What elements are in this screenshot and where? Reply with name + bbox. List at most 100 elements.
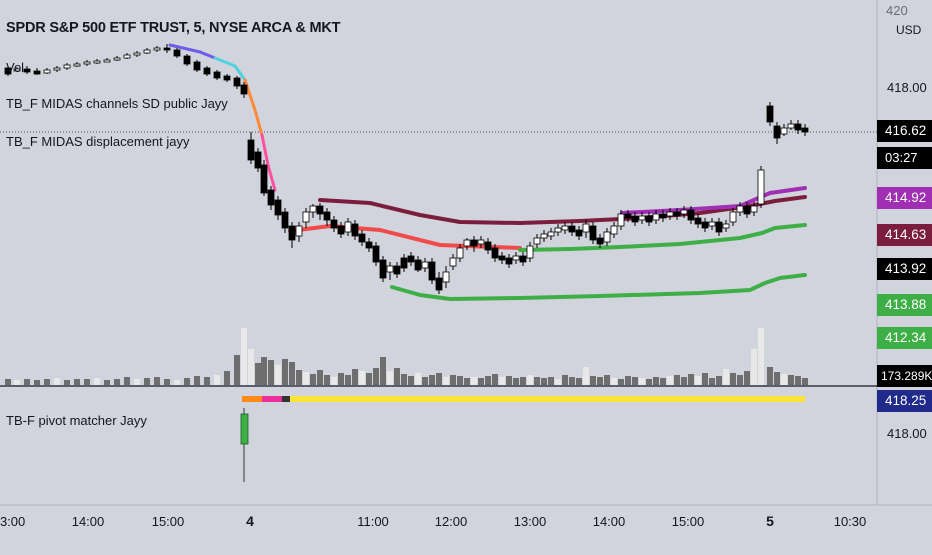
volume-bar bbox=[84, 379, 90, 385]
candle-body bbox=[624, 213, 632, 219]
volume-bar bbox=[767, 367, 773, 385]
volume-bar bbox=[275, 365, 281, 385]
candle-body bbox=[113, 57, 121, 61]
volume-bar bbox=[268, 360, 274, 385]
candle-body bbox=[407, 255, 415, 263]
volume-bar bbox=[653, 377, 659, 385]
candle-body bbox=[93, 60, 101, 64]
candle-body bbox=[123, 54, 131, 59]
volume-legend[interactable]: Vol bbox=[6, 60, 25, 75]
volume-bar bbox=[632, 377, 638, 385]
volume-bar bbox=[104, 380, 110, 385]
maroon-level-badge: 414.63 bbox=[877, 224, 932, 246]
volume-bar bbox=[781, 374, 787, 385]
time-tick: 13:00 bbox=[513, 514, 547, 529]
volume-bar bbox=[255, 363, 261, 385]
volume-bar bbox=[373, 368, 379, 385]
candle-body bbox=[428, 261, 436, 281]
candle-body bbox=[309, 205, 317, 213]
candle-body bbox=[794, 123, 802, 131]
volume-bar bbox=[667, 376, 673, 385]
volume-bar bbox=[194, 376, 200, 385]
candle-body bbox=[260, 164, 268, 194]
candle-body bbox=[274, 199, 282, 216]
volume-bar bbox=[331, 377, 337, 385]
volume-bar bbox=[492, 374, 498, 385]
candle-body bbox=[582, 223, 590, 233]
volume-bar bbox=[338, 373, 344, 385]
candle-body bbox=[288, 225, 296, 241]
candle-body bbox=[645, 215, 653, 223]
candle-body bbox=[316, 205, 324, 215]
volume-bar bbox=[674, 375, 680, 385]
candle-body bbox=[687, 209, 695, 221]
symbol-title[interactable]: SPDR S&P 500 ETF TRUST, 5, NYSE ARCA & M… bbox=[6, 20, 341, 36]
candle-body bbox=[365, 241, 373, 249]
candle-body bbox=[673, 211, 681, 217]
candle-body bbox=[193, 61, 201, 71]
volume-bar bbox=[214, 375, 220, 385]
candle-body bbox=[358, 233, 366, 243]
candle-body bbox=[766, 105, 774, 123]
indicator-legend-midas-displacement[interactable]: TB_F MIDAS displacement jayy bbox=[6, 134, 190, 149]
volume-bar bbox=[555, 379, 561, 385]
candle-body bbox=[173, 49, 181, 57]
candle-body bbox=[568, 225, 576, 233]
volume-bar bbox=[795, 376, 801, 385]
volume-bar bbox=[345, 375, 351, 385]
candle-body bbox=[498, 255, 506, 261]
candle-body bbox=[323, 211, 331, 221]
candle-body bbox=[23, 68, 31, 73]
candle-body bbox=[477, 239, 485, 245]
last-price-badge: 416.62 bbox=[877, 120, 932, 142]
candle-body bbox=[456, 247, 464, 259]
volume-bar bbox=[415, 373, 421, 385]
candle-body bbox=[330, 219, 338, 229]
volume-bar bbox=[639, 378, 645, 385]
candle-body bbox=[652, 213, 660, 221]
time-tick: 12:00 bbox=[434, 514, 468, 529]
volume-bar bbox=[261, 357, 267, 385]
volume-bar bbox=[744, 371, 750, 385]
candle-body bbox=[547, 231, 555, 237]
volume-bar bbox=[464, 378, 470, 385]
candle-body bbox=[589, 225, 597, 241]
volume-bar bbox=[457, 376, 463, 385]
volume-bar bbox=[34, 380, 40, 385]
candle-body bbox=[421, 261, 429, 269]
candle-body bbox=[750, 205, 758, 213]
candle-body bbox=[449, 257, 457, 267]
volume-bar bbox=[164, 379, 170, 385]
candle-body bbox=[715, 221, 723, 233]
candle-body bbox=[666, 211, 674, 217]
volume-bar bbox=[751, 349, 757, 385]
displacement-segment-violet bbox=[168, 43, 217, 60]
volume-bar bbox=[204, 377, 210, 385]
candle-body bbox=[83, 61, 91, 65]
candle-body bbox=[694, 217, 702, 225]
volume-bar bbox=[562, 375, 568, 385]
volume-bar bbox=[541, 378, 547, 385]
candle-body bbox=[254, 151, 262, 169]
time-tick: 4 bbox=[246, 513, 254, 529]
volume-bar bbox=[548, 377, 554, 385]
volume-bar bbox=[611, 378, 617, 385]
indicator-legend-pivot-matcher[interactable]: TB-F pivot matcher Jayy bbox=[6, 413, 147, 428]
candle-body bbox=[617, 213, 625, 227]
candle-body bbox=[442, 271, 450, 283]
volume-bar bbox=[709, 378, 715, 385]
countdown-badge: 03:27 bbox=[877, 147, 932, 169]
indicator-legend-midas-channels[interactable]: TB_F MIDAS channels SD public Jayy bbox=[6, 96, 228, 111]
candle-body bbox=[400, 257, 408, 269]
candle-body bbox=[163, 47, 171, 51]
candle-body bbox=[143, 49, 151, 54]
volume-bar bbox=[597, 377, 603, 385]
volume-bar bbox=[387, 371, 393, 385]
time-tick: 14:00 bbox=[71, 514, 105, 529]
volume-bar bbox=[695, 376, 701, 385]
volume-bar bbox=[681, 377, 687, 385]
volume-bar bbox=[124, 377, 130, 385]
candle-body bbox=[743, 205, 751, 215]
